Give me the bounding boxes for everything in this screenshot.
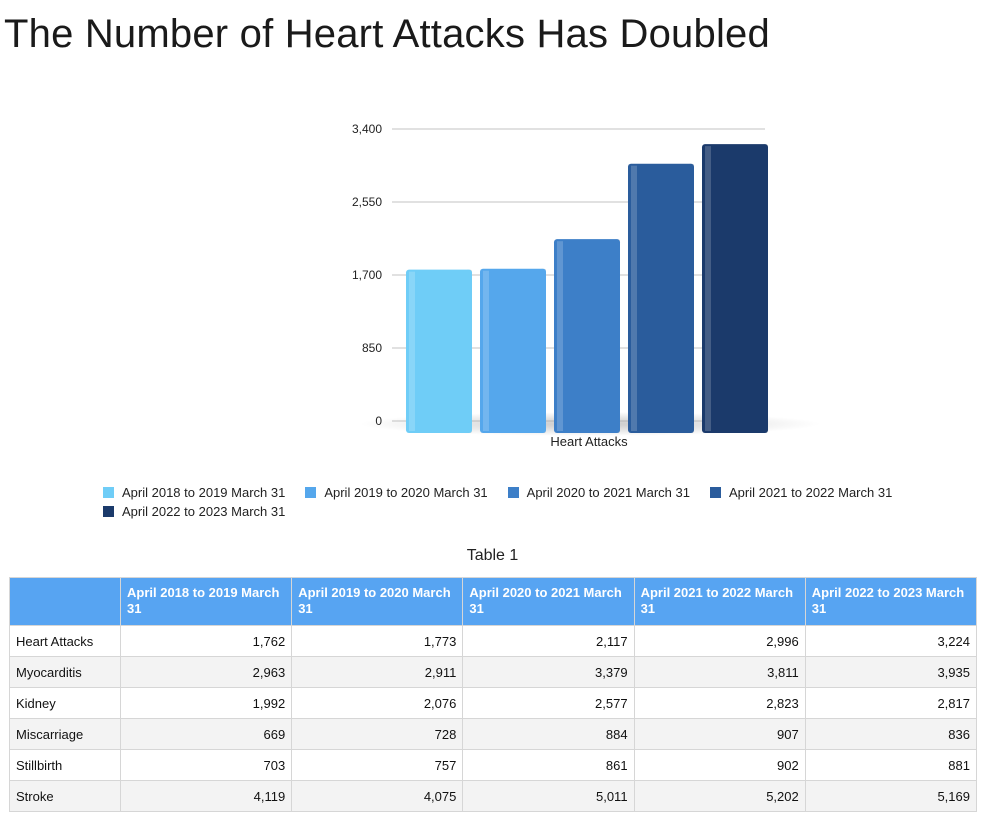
legend-item: April 2019 to 2020 March 31 [305,484,488,500]
row-label: Myocarditis [9,656,121,688]
table-cell: 728 [291,718,464,750]
bar [702,144,768,433]
legend-label: April 2020 to 2021 March 31 [526,484,690,500]
legend-label: April 2022 to 2023 March 31 [122,503,286,519]
table-cell: 757 [291,749,464,781]
table-cell: 1,762 [119,625,293,657]
legend-item: April 2020 to 2021 March 31 [507,484,690,500]
table-cell: 703 [119,749,293,781]
column-header: April 2019 to 2020 March 31 [291,577,464,626]
table-cell: 3,935 [804,656,978,688]
legend-swatch [709,486,721,498]
table-corner-cell [9,577,121,626]
table-caption: Table 1 [466,547,519,564]
table-cell: 3,379 [462,656,635,688]
table-cell: 5,011 [462,780,635,812]
column-header: April 2018 to 2019 March 31 [119,577,293,626]
row-label: Heart Attacks [9,625,121,657]
column-header: April 2021 to 2022 March 31 [633,577,806,626]
table-cell: 2,076 [291,687,464,719]
table-row: Kidney 1,992 2,076 2,577 2,823 2,817 [9,687,978,719]
legend-label: April 2018 to 2019 March 31 [122,484,286,500]
legend-item: April 2022 to 2023 March 31 [103,503,285,519]
legend-swatch [305,486,317,498]
column-header: April 2022 to 2023 March 31 [804,577,978,626]
y-tick-label: 2,550 [352,195,382,209]
legend-label: April 2021 to 2022 March 31 [728,484,893,500]
page-title: The Number of Heart Attacks Has Doubled [4,12,770,56]
table-cell: 861 [462,749,635,781]
data-table: April 2018 to 2019 March 31 April 2019 to… [9,577,978,812]
table-cell: 2,823 [633,687,806,719]
table-header-row: April 2018 to 2019 March 31 April 2019 to… [9,577,978,626]
legend-label: April 2019 to 2020 March 31 [324,484,488,500]
legend-item: April 2018 to 2019 March 31 [103,484,285,500]
table-cell: 669 [119,718,293,750]
table-cell: 2,817 [804,687,978,719]
legend-swatch [507,486,519,498]
table-row: Myocarditis 2,963 2,911 3,379 3,811 3,935 [9,656,978,688]
y-tick-label: 1,700 [352,268,382,282]
table-row: Heart Attacks 1,762 1,773 2,117 2,996 3,224 [9,625,978,657]
table-row: Stillbirth 703 757 861 902 881 [9,749,978,781]
row-label: Stroke [9,780,121,812]
table-cell: 4,075 [291,780,464,812]
y-tick-label: 850 [362,341,382,355]
table-cell: 4,119 [119,780,293,812]
table-cell: 3,224 [804,625,978,657]
table-cell: 2,996 [633,625,806,657]
table-row: Stroke 4,119 4,075 5,011 5,202 5,169 [9,780,978,812]
table-cell: 2,577 [462,687,635,719]
row-label: Kidney [9,687,121,719]
table-cell: 907 [633,718,806,750]
table-cell: 884 [462,718,635,750]
table-cell: 836 [804,718,978,750]
table-cell: 5,169 [804,780,978,812]
table-cell: 2,911 [291,656,464,688]
table-cell: 881 [804,749,978,781]
bar [480,268,546,433]
table-cell: 1,992 [119,687,293,719]
y-tick-label: 3,400 [352,122,382,136]
bar [406,269,472,433]
table-cell: 5,202 [633,780,806,812]
table-cell: 1,773 [291,625,464,657]
table-cell: 2,963 [119,656,293,688]
chart-legend: April 2018 to 2019 March 31 April 2019 to… [103,484,998,519]
legend-item: April 2021 to 2022 March 31 [709,484,893,500]
legend-swatch [103,505,114,517]
x-category-label: Heart Attacks [550,434,628,449]
bar [554,239,620,433]
table-cell: 2,117 [462,625,635,657]
table-cell: 902 [633,749,806,781]
legend-swatch [103,486,114,498]
row-label: Miscarriage [9,718,121,750]
column-header: April 2020 to 2021 March 31 [462,577,635,626]
table-row: Miscarriage 669 728 884 907 836 [9,718,978,750]
bar [628,163,694,433]
table-cell: 3,811 [633,656,806,688]
row-label: Stillbirth [9,749,121,781]
